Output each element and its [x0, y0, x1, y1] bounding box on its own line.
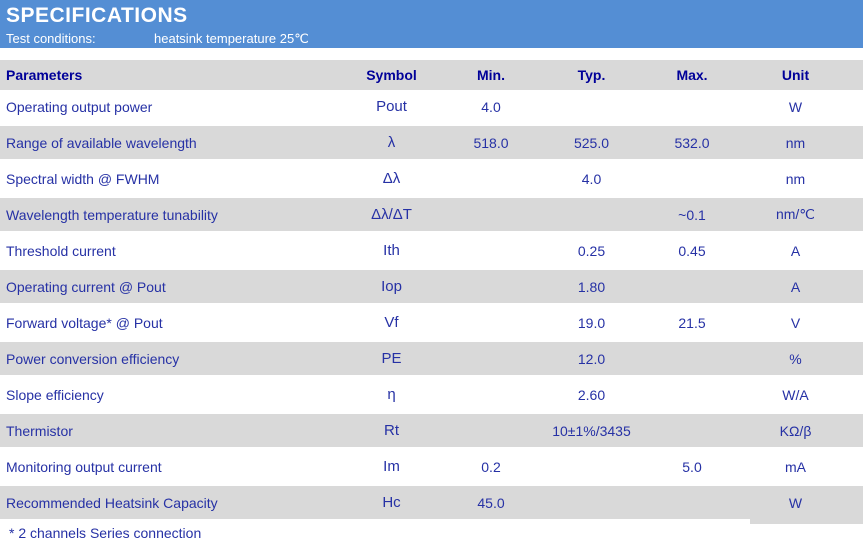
- table-row: Threshold current Ith 0.25 0.45 A: [0, 234, 863, 270]
- header-cell-parameters: Parameters: [6, 67, 83, 83]
- table-row: Monitoring output current Im 0.2 5.0 mA: [0, 450, 863, 486]
- header-cell-symbol: Symbol: [366, 67, 417, 83]
- cell-typ: 4.0: [581, 170, 602, 187]
- table-row: Power conversion efficiency PE 12.0%: [0, 342, 863, 378]
- specifications-banner: SPECIFICATIONS Test conditions: heatsink…: [0, 0, 863, 48]
- cell-symbol: λ: [387, 134, 396, 151]
- cell-symbol: Rt: [384, 422, 399, 439]
- table-row: Operating current @ Pout Iop 1.80 A: [0, 270, 863, 306]
- table-row: Range of available wavelength λ 518.0 525.0…: [0, 126, 863, 162]
- header-cell-typ: Typ.: [577, 67, 606, 83]
- cell-max: 21.5: [678, 314, 706, 331]
- cell-symbol: Δλ: [382, 170, 401, 187]
- cell-unit: nm/℃: [775, 206, 816, 222]
- cell-unit: W: [788, 98, 803, 115]
- table-row: Forward voltage* @ Pout Vf 19.0 21.5 V: [0, 306, 863, 342]
- cell-symbol: Vf: [384, 314, 399, 331]
- cell-symbol: Hc: [382, 494, 401, 511]
- cell-max: ~0.1: [678, 206, 706, 223]
- cell-parameter: Monitoring output current: [6, 458, 162, 475]
- test-conditions-value: heatsink temperature 25℃: [154, 31, 309, 46]
- table-row: Recommended Heatsink Capacity Hc 45.0 W: [0, 486, 863, 522]
- cell-parameter: Threshold current: [6, 242, 116, 259]
- cell-parameter: Spectral width @ FWHM: [6, 170, 160, 187]
- cell-parameter: Thermistor: [6, 422, 73, 439]
- cell-unit: W: [788, 494, 803, 511]
- cell-symbol: Ith: [383, 242, 400, 259]
- cell-parameter: Slope efficiency: [6, 386, 104, 403]
- table-row: Thermistor Rt 10±1%/3435 KΩ/β: [0, 414, 863, 450]
- header-cell-unit: Unit: [781, 67, 810, 83]
- cell-typ: 19.0: [577, 314, 606, 331]
- test-conditions-label: Test conditions:: [6, 31, 96, 46]
- cell-min: 518.0: [473, 134, 509, 151]
- cell-min: 4.0: [481, 98, 501, 115]
- spec-table: Parameters Symbol Min. Typ. Max. Unit Operati…: [0, 60, 863, 522]
- cell-max: 5.0: [682, 458, 702, 475]
- table-header-row: Parameters Symbol Min. Typ. Max. Unit: [0, 60, 863, 90]
- row-edge-artifact: [750, 519, 863, 524]
- table-row: Operating output power Pout 4.0 W: [0, 90, 863, 126]
- cell-parameter: Forward voltage* @ Pout: [6, 314, 163, 331]
- cell-symbol: Δλ/ΔT: [371, 206, 412, 223]
- cell-unit: nm: [785, 134, 806, 151]
- cell-min: 0.2: [481, 458, 501, 475]
- test-conditions-row: Test conditions: heatsink temperature 25…: [0, 29, 863, 47]
- cell-symbol: Im: [383, 458, 400, 475]
- table-row: Wavelength temperature tunability Δλ/ΔT ~0…: [0, 198, 863, 234]
- cell-max: 0.45: [678, 242, 706, 259]
- cell-unit: A: [790, 278, 801, 295]
- cell-parameter: Operating output power: [6, 98, 153, 115]
- header-cell-min: Min.: [477, 67, 505, 83]
- rows-container: Operating output power Pout 4.0 W Range of a…: [0, 90, 863, 522]
- cell-parameter: Range of available wavelength: [6, 134, 197, 151]
- cell-unit: KΩ/β: [779, 422, 812, 439]
- table-row: Slope efficiency η 2.60 W/A: [0, 378, 863, 414]
- cell-unit: mA: [785, 458, 806, 475]
- cell-unit: %: [789, 350, 802, 367]
- table-row: Spectral width @ FWHM Δλ 4.0 nm: [0, 162, 863, 198]
- cell-parameter: Power conversion efficiency: [6, 350, 180, 367]
- cell-parameter: Operating current @ Pout: [6, 278, 166, 295]
- cell-symbol: η: [387, 386, 396, 403]
- cell-typ: 525.0: [573, 134, 610, 151]
- cell-typ: 1.80: [577, 278, 606, 295]
- cell-symbol: PE: [381, 350, 402, 367]
- cell-typ: 0.25: [577, 242, 606, 259]
- page-title: SPECIFICATIONS: [6, 4, 188, 27]
- cell-symbol: Pout: [376, 98, 407, 115]
- cell-max: 532.0: [674, 134, 710, 151]
- header-cell-max: Max.: [676, 67, 708, 83]
- cell-unit: A: [790, 242, 801, 259]
- cell-typ: 12.0: [577, 350, 606, 367]
- cell-min: 45.0: [477, 494, 505, 511]
- cell-unit: W/A: [782, 386, 809, 403]
- cell-parameter: Recommended Heatsink Capacity: [6, 494, 218, 511]
- cell-typ: 2.60: [577, 386, 606, 403]
- cell-typ: 10±1%/3435: [552, 422, 631, 439]
- cell-symbol: Iop: [381, 278, 402, 295]
- cell-unit: nm: [785, 170, 806, 187]
- footnote: * 2 channels Series connection: [9, 525, 202, 541]
- cell-unit: V: [790, 314, 801, 331]
- cell-parameter: Wavelength temperature tunability: [6, 206, 218, 223]
